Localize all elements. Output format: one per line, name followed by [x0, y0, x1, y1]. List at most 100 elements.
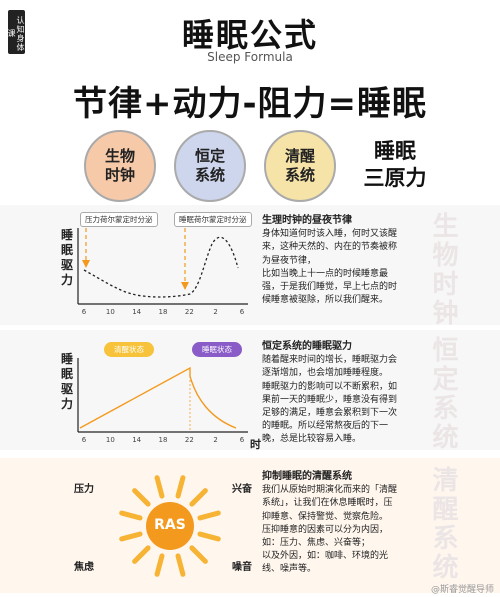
ras-ray — [132, 488, 151, 507]
circle-label-line2: 时钟 — [104, 166, 135, 184]
chart1-ticks: 6 10 14 18 22 2 6 — [82, 308, 245, 316]
chart3-description: 抑制睡眠的清醒系统 我们从原始时期演化而来的「清醒 系统」，让我们在休息睡眠时，… — [262, 470, 427, 577]
desc-line: 抑睡意、保持警觉、觉察危险。 — [262, 511, 389, 522]
desc-line: 我们从原始时期演化而来的「清醒 — [262, 485, 398, 496]
tick-label: 14 — [132, 436, 141, 444]
desc-line: 果前一天的睡眠少，睡意没有得到 — [262, 394, 398, 405]
ylabel-char: 驱 — [60, 382, 73, 396]
ras-ray — [175, 553, 186, 577]
ylabel-char: 眠 — [60, 243, 73, 257]
ras-ray — [119, 531, 143, 542]
desc-line: 身体知道何时该入睡，何时又该醒 — [262, 229, 398, 240]
ras-label: RAS — [154, 517, 186, 533]
circle-biological-clock: 生物 时钟 — [84, 130, 156, 202]
tag-sleep-hormone: 睡眠荷尔蒙定时分泌 — [174, 212, 252, 227]
tick-label: 18 — [159, 436, 168, 444]
desc-line: 压抑睡意的因素可以分为内因， — [262, 524, 389, 535]
chart2-drive-curve — [79, 366, 237, 429]
circle-constant-system: 恒定 系统 — [174, 130, 246, 202]
three-forces-label: 睡眠 三原力 — [350, 138, 440, 192]
chart1-rhythm-curve — [83, 236, 239, 298]
chart1-arrowhead-right — [181, 282, 189, 290]
desc-line: 的睡眠。所以经常熬夜后的下一 — [262, 421, 389, 432]
ras-core-circle — [146, 502, 194, 550]
desc-line: 线、噪声等。 — [262, 564, 317, 575]
tick-label: 2 — [213, 436, 217, 444]
page-title: 睡眠公式 — [181, 16, 318, 54]
chart1-plot: 6 10 14 18 22 2 6 — [77, 228, 248, 316]
ras-ray — [154, 553, 165, 577]
chart2-xlabel: 时 — [250, 438, 261, 451]
watermark-biological-clock: 生物时钟 — [428, 212, 458, 328]
circle-awake-system: 清醒 系统 — [264, 130, 336, 202]
ylabel-char: 睡 — [60, 352, 73, 366]
chart2-plot: 6 10 14 18 22 2 6 — [77, 358, 248, 444]
label-excitement: 兴奋 — [232, 484, 252, 495]
tick-label: 6 — [82, 436, 87, 444]
desc-line: 来，这种天然的、内在的节奏被称 — [262, 242, 398, 253]
tick-label: 18 — [159, 308, 168, 316]
desc-line: 以及外因，如：咖啡、环境的光 — [262, 551, 389, 562]
circle-label-line2: 系统 — [194, 166, 225, 184]
chart1-arrowhead-left — [82, 260, 90, 268]
ras-ray — [154, 475, 165, 499]
desc-line: 比如当晚上十一点的时候睡意最 — [262, 268, 389, 279]
watermark-awake-system: 清醒系统 — [428, 466, 458, 582]
desc-line: 为昼夜节律， — [262, 255, 317, 266]
tick-label: 22 — [185, 436, 194, 444]
pill-awake-state: 清醒状态 — [104, 342, 154, 357]
sleep-formula: 节律+动力-阻力=睡眠 — [72, 84, 428, 124]
ylabel-char: 力 — [60, 273, 73, 287]
page-subtitle: Sleep Formula — [207, 50, 293, 64]
tag-stress-hormone: 压力荷尔蒙定时分泌 — [80, 212, 158, 227]
circle-label-line1: 恒定 — [194, 147, 225, 165]
desc-line: 如：压力、焦虑、兴奋等； — [262, 538, 371, 549]
label-anxiety: 焦虑 — [74, 562, 94, 573]
tick-label: 10 — [106, 436, 115, 444]
circle-label-line1: 生物 — [104, 147, 135, 165]
panel-sleep-drive — [0, 330, 500, 450]
ylabel-char: 睡 — [60, 228, 73, 242]
desc-line: 睡眠驱力的影响可以不断累积，如 — [262, 381, 398, 392]
desc-line: 随着醒来时间的增长，睡眠驱力会 — [262, 355, 398, 366]
panel-awake-system — [0, 458, 500, 593]
desc-line: 晚，总是比较容易入睡。 — [262, 434, 362, 445]
chart2-ticks: 6 10 14 18 22 2 6 — [82, 436, 245, 444]
ras-ray — [132, 545, 151, 564]
chart1-desc-title: 生理时钟的昼夜节律 — [262, 215, 352, 226]
footer-credit: @斯睿觉醒导师 — [430, 585, 494, 595]
tick-label: 22 — [185, 308, 194, 316]
tick-label: 6 — [240, 308, 245, 316]
desc-line: 足够的满足，睡意会累积到下一次 — [262, 408, 398, 419]
ras-ray — [175, 475, 186, 499]
watermark-constant-system: 恒定系统 — [428, 336, 458, 452]
desc-line: 逐渐增加，也会增加睡睡程度。 — [262, 368, 389, 379]
ylabel-char: 力 — [60, 397, 73, 411]
ras-ray — [197, 531, 221, 542]
ras-rays — [119, 475, 221, 577]
desc-line: 强，于是我们睡觉，早上七点的时 — [262, 282, 398, 293]
ras-ray — [119, 510, 143, 521]
ras-ray — [189, 545, 208, 564]
label-noise: 噪音 — [232, 562, 252, 573]
ras-diagram — [119, 475, 221, 577]
tick-label: 6 — [82, 308, 87, 316]
three-forces-line1: 睡眠 — [374, 139, 416, 163]
chart1-ylabel: 睡 眠 驱 力 — [60, 228, 74, 288]
brand-logo: 认知身体课 — [7, 10, 25, 54]
tick-label: 6 — [240, 436, 245, 444]
pill-sleep-state: 睡眠状态 — [192, 342, 242, 357]
chart2-desc-title: 恒定系统的睡眠驱力 — [262, 341, 352, 352]
ras-ray — [189, 488, 208, 507]
circle-label-line1: 清醒 — [284, 147, 315, 165]
chart2-ylabel: 睡 眠 驱 力 — [60, 352, 74, 412]
ylabel-char: 眠 — [60, 367, 73, 381]
tick-label: 2 — [213, 308, 217, 316]
chart2-description: 恒定系统的睡眠驱力 随着醒来时间的增长，睡眠驱力会 逐渐增加，也会增加睡睡程度。… — [262, 340, 427, 447]
chart1-description: 生理时钟的昼夜节律 身体知道何时该入睡，何时又该醒 来，这种天然的、内在的节奏被… — [262, 214, 422, 307]
ylabel-char: 驱 — [60, 258, 73, 272]
chart3-desc-title: 抑制睡眠的清醒系统 — [262, 471, 352, 482]
desc-line: 候睡意被驱除，所以我们醒来。 — [262, 295, 389, 306]
tick-label: 14 — [132, 308, 141, 316]
tick-label: 10 — [106, 308, 115, 316]
